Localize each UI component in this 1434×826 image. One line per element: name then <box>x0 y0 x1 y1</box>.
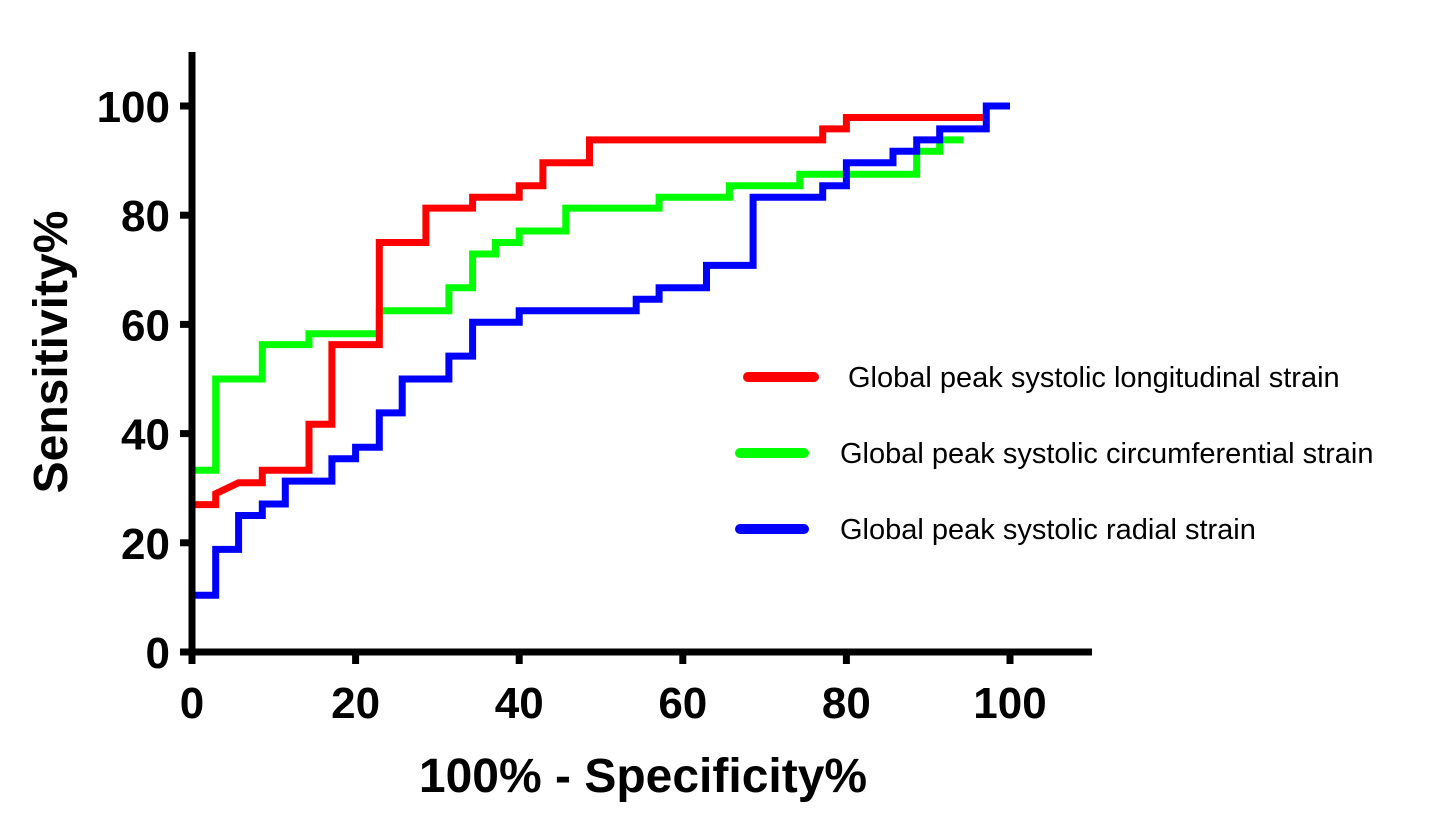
x-tick-label: 0 <box>180 679 204 728</box>
y-tick-label: 40 <box>121 411 170 460</box>
x-tick-label: 80 <box>822 679 871 728</box>
legend-label: Global peak systolic longitudinal strain <box>848 362 1340 394</box>
series-line-2 <box>188 136 964 587</box>
y-axis-title: Sensitivity% <box>25 211 78 494</box>
legend-label: Global peak systolic circumferential str… <box>840 438 1373 470</box>
y-tick-label: 80 <box>121 192 170 241</box>
series-layer <box>188 102 1010 652</box>
legend: Global peak systolic longitudinal strain… <box>735 362 1373 546</box>
x-tick-label: 100 <box>973 679 1046 728</box>
x-tick-label: 40 <box>495 679 544 728</box>
ticks: 0 20 40 60 80 100 0 20 40 60 80 100 <box>97 83 1047 728</box>
y-tick-label: 20 <box>121 520 170 569</box>
x-axis-title: 100% - Specificity% <box>419 750 867 803</box>
series-line-3 <box>188 102 1010 652</box>
axes <box>188 52 1092 656</box>
x-tick-label: 20 <box>331 679 380 728</box>
y-tick-label: 60 <box>121 301 170 350</box>
y-tick-label: 0 <box>146 629 170 678</box>
legend-item-2: Global peak systolic circumferential str… <box>735 438 1373 470</box>
x-tick-label: 60 <box>658 679 707 728</box>
series-line-1 <box>192 114 987 509</box>
legend-item-1: Global peak systolic longitudinal strain <box>743 362 1340 394</box>
legend-item-3: Global peak systolic radial strain <box>735 514 1256 546</box>
y-tick-label: 100 <box>97 83 170 132</box>
legend-label: Global peak systolic radial strain <box>840 514 1256 546</box>
